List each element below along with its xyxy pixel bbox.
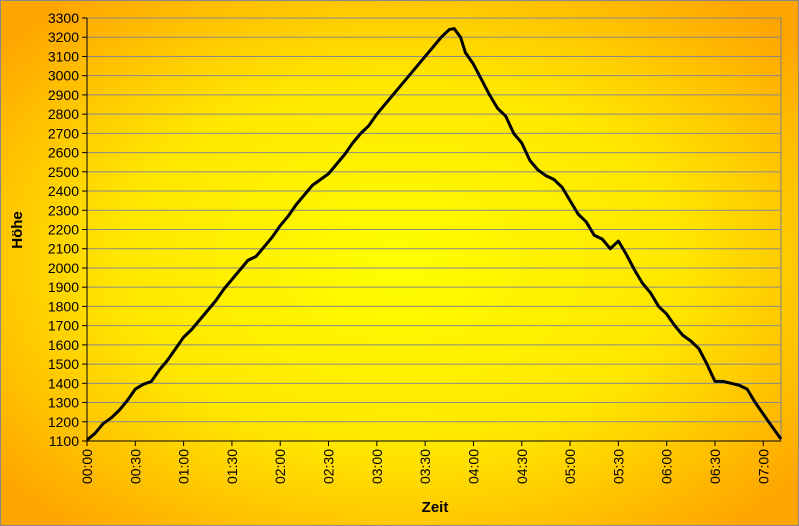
x-tick-label: 03:00 [369,449,385,484]
y-tick-label: 2500 [48,164,79,180]
y-tick-label: 1100 [49,433,79,449]
y-axis-title: Höhe [9,211,26,249]
x-tick-label: 07:00 [755,449,771,484]
x-tick-label: 06:30 [707,449,723,484]
y-tick-label: 1900 [48,279,79,295]
y-tick-label: 2700 [48,125,79,141]
y-tick-label: 1500 [48,356,79,372]
x-tick-label: 00:30 [127,449,143,484]
y-tick-label: 2600 [48,145,79,161]
y-tick-label: 3200 [48,29,79,45]
y-tick-label: 2800 [48,106,79,122]
y-tick-label: 3100 [48,48,79,64]
x-tick-label: 03:30 [417,449,433,484]
y-tick-label: 2900 [48,87,79,103]
y-tick-label: 1600 [48,337,79,353]
x-tick-label: 01:00 [176,449,192,484]
x-tick-label: 01:30 [224,449,240,484]
y-tick-label: 2100 [48,241,79,257]
y-tick-label: 1200 [48,414,79,430]
x-tick-label: 00:00 [79,449,95,484]
y-tick-label: 1400 [48,375,79,391]
y-tick-label: 2400 [48,183,79,199]
y-tick-label: 3300 [48,10,79,26]
y-tick-label: 1800 [48,298,79,314]
x-tick-label: 06:00 [659,449,675,484]
y-tick-label: 2300 [48,202,79,218]
y-tick-label: 2000 [48,260,79,276]
x-axis-title: Zeit [422,499,449,516]
x-tick-label: 02:30 [321,449,337,484]
y-tick-label: 3000 [48,68,79,84]
data-line [86,27,783,442]
x-tick-label: 05:30 [610,449,626,484]
y-tick-label: 1300 [48,395,79,411]
x-tick-label: 02:00 [272,449,288,484]
y-tick-label: 2200 [48,222,79,238]
x-tick-label: 05:00 [562,449,578,484]
x-tick-label: 04:30 [514,449,530,484]
x-tick-label: 04:00 [465,449,481,484]
y-tick-label: 1700 [48,318,79,334]
